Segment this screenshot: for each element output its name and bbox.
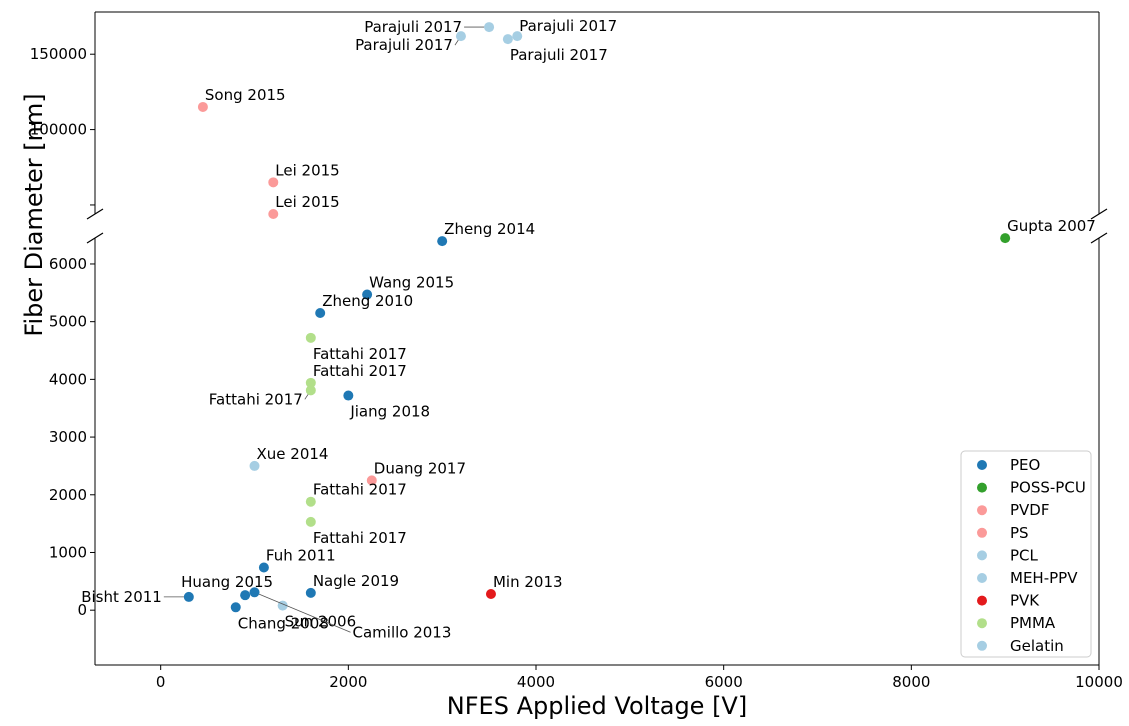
point-label: Fattahi 2017 (313, 345, 407, 363)
point-label: Bisht 2011 (81, 588, 162, 606)
data-point (305, 516, 316, 527)
point-label: Chang 2008 (238, 614, 329, 632)
data-point (305, 587, 316, 598)
y-tick-label: 2000 (49, 486, 87, 504)
data-point (305, 385, 316, 396)
legend-marker (977, 505, 987, 516)
point-label: Nagle 2019 (313, 572, 399, 590)
data-point (1000, 233, 1011, 244)
data-point (512, 31, 523, 42)
point-label: Song 2015 (205, 86, 286, 104)
point-label: Fuh 2011 (266, 546, 336, 564)
legend-marker (977, 527, 987, 538)
point-label: Min 2013 (493, 573, 563, 591)
axis-break-mark (1090, 232, 1108, 244)
annotation-leader (254, 591, 351, 633)
point-label: Parajuli 2017 (519, 17, 617, 35)
axis-break-mark (86, 208, 104, 220)
legend-label: POSS-PCU (1010, 479, 1086, 497)
point-label: Fattahi 2017 (313, 529, 407, 547)
point-label: Lei 2015 (275, 193, 339, 211)
data-point (362, 289, 373, 300)
axis-break-mark (86, 232, 104, 244)
legend-label: PVK (1010, 592, 1040, 610)
x-tick-label: 2000 (329, 673, 367, 691)
data-point (268, 177, 279, 188)
legend-marker (977, 618, 987, 629)
x-tick-label: 6000 (705, 673, 743, 691)
data-point (343, 390, 354, 401)
point-label: Parajuli 2017 (510, 46, 608, 64)
point-label: Fattahi 2017 (209, 390, 303, 408)
axis-break-mark (1090, 208, 1108, 220)
data-point (249, 460, 260, 471)
data-point (437, 236, 448, 247)
data-point (305, 496, 316, 507)
data-point (249, 587, 260, 598)
data-point (240, 590, 251, 601)
y-tick-label: 4000 (49, 370, 87, 388)
data-point (455, 31, 466, 42)
legend-marker (977, 573, 987, 583)
x-axis-label: NFES Applied Voltage [V] (447, 692, 747, 720)
y-tick-label: 150000 (30, 45, 87, 63)
data-point (197, 101, 208, 112)
point-label: Zheng 2010 (322, 292, 413, 310)
point-label: Fattahi 2017 (313, 362, 407, 380)
y-tick-label: 100000 (30, 121, 87, 139)
point-label: Lei 2015 (275, 161, 339, 179)
data-point (268, 209, 279, 219)
legend-box (960, 450, 1092, 658)
point-label: Fattahi 2017 (313, 481, 407, 499)
point-label: Wang 2015 (369, 274, 454, 292)
data-point (485, 589, 496, 600)
legend-label: PVDF (1010, 501, 1050, 519)
point-label: Gupta 2007 (1007, 217, 1096, 235)
data-point (183, 591, 194, 602)
point-label: Jiang 2018 (349, 403, 430, 421)
legend-label: PCL (1010, 546, 1039, 564)
data-point (230, 602, 241, 613)
x-tick-label: 10000 (1075, 673, 1123, 691)
data-point (484, 22, 495, 33)
data-point (258, 562, 269, 573)
data-point (315, 308, 326, 319)
y-tick-label: 3000 (49, 428, 87, 446)
data-point (305, 377, 316, 388)
legend-label: PEO (1010, 456, 1040, 474)
data-point (305, 332, 316, 343)
point-label: Parajuli 2017 (364, 18, 462, 36)
data-point (366, 475, 377, 486)
y-axis-label: Fiber Diameter [nm] (20, 93, 48, 336)
x-tick-label: 4000 (517, 673, 555, 691)
point-label: Xue 2014 (257, 445, 329, 463)
legend-label: PMMA (1010, 614, 1056, 632)
y-tick-label: 0 (77, 601, 87, 619)
x-tick-label: 8000 (892, 673, 930, 691)
point-label: Huang 2015 (181, 573, 273, 591)
y-tick-label: 5000 (49, 313, 87, 331)
legend-marker (977, 482, 987, 493)
point-label: Duang 2017 (374, 459, 466, 477)
legend-marker (977, 460, 987, 470)
legend-label: Gelatin (1010, 637, 1064, 655)
point-label: Sun 2006 (285, 613, 356, 631)
x-tick-label: 0 (156, 673, 166, 691)
legend-marker (977, 550, 987, 561)
legend-label: PS (1010, 524, 1029, 542)
point-label: Zheng 2014 (444, 220, 535, 238)
point-label: Camillo 2013 (353, 623, 452, 641)
legend-marker (977, 595, 987, 606)
y-tick-label: 6000 (49, 255, 87, 273)
y-tick-label: 1000 (49, 543, 87, 561)
legend-label: MEH-PPV (1010, 569, 1078, 587)
legend-marker (977, 640, 987, 651)
data-point (502, 34, 513, 45)
point-label: Parajuli 2017 (355, 36, 453, 54)
